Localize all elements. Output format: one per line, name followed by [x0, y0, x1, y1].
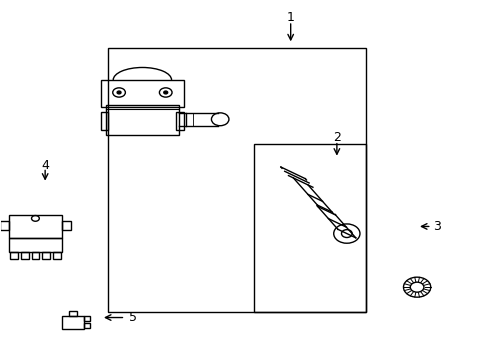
Bar [53, 252, 61, 259]
Bar [62, 316, 84, 329]
Bar [9, 215, 62, 238]
Bar [84, 316, 90, 321]
Bar [254, 144, 366, 312]
Bar [42, 252, 50, 259]
Circle shape [163, 91, 167, 94]
Bar [101, 112, 108, 130]
Bar [10, 252, 18, 259]
Bar [21, 252, 29, 259]
Bar [62, 221, 71, 230]
Text: 4: 4 [41, 159, 49, 172]
Bar [9, 238, 62, 252]
Text: 1: 1 [286, 11, 294, 24]
Bar [108, 48, 366, 312]
Bar [176, 112, 183, 130]
Text: 3: 3 [432, 220, 440, 233]
Text: 2: 2 [332, 131, 340, 144]
Circle shape [117, 91, 121, 94]
Bar [69, 311, 77, 316]
Bar [106, 105, 179, 135]
Bar [84, 323, 90, 328]
Bar [0, 221, 9, 230]
Bar [101, 80, 183, 107]
Text: 5: 5 [128, 311, 136, 324]
Bar [31, 252, 39, 259]
